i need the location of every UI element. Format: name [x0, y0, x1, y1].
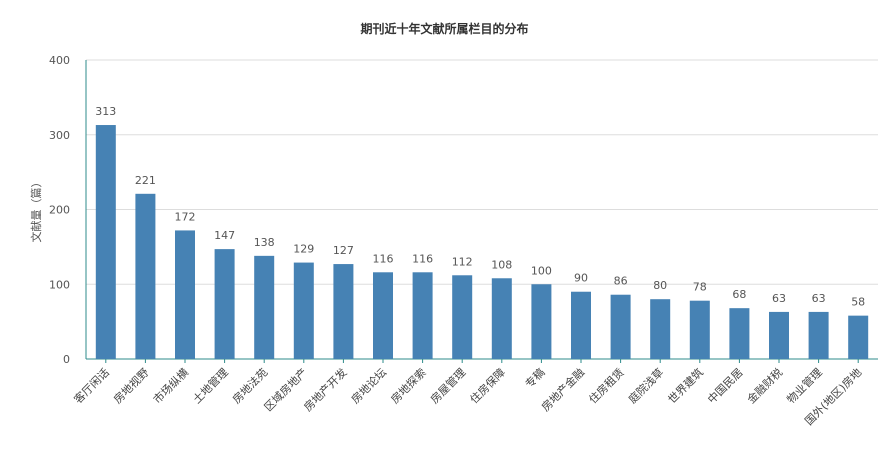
- bar: [452, 275, 473, 359]
- bar: [135, 193, 156, 359]
- x-tick-label: 住房租赁: [586, 365, 627, 406]
- data-label: 100: [531, 264, 552, 277]
- x-tick-label: 市场纵横: [150, 365, 191, 406]
- x-tick-label: 房地产开发: [301, 365, 350, 414]
- x-tick-label: 房地探索: [388, 365, 429, 406]
- data-label: 116: [412, 252, 433, 265]
- data-label: 221: [135, 174, 156, 187]
- data-label: 127: [333, 244, 354, 257]
- data-label: 58: [851, 296, 865, 309]
- bar: [848, 315, 869, 359]
- y-tick-label: 200: [49, 204, 70, 217]
- x-tick-label: 房地论坛: [348, 365, 389, 406]
- data-label: 80: [653, 279, 667, 292]
- data-label: 116: [373, 252, 394, 265]
- x-tick-label: 房地法苑: [229, 365, 270, 406]
- bar: [95, 125, 116, 359]
- bar: [729, 308, 750, 359]
- x-tick-label: 中国民居: [705, 366, 745, 406]
- data-label: 108: [491, 258, 512, 271]
- y-tick-label: 100: [49, 278, 70, 291]
- x-tick-label: 世界建筑: [665, 365, 706, 406]
- x-tick-label: 庭院浅草: [625, 365, 666, 406]
- data-label: 172: [175, 210, 196, 223]
- x-tick-label: 客厅闲话: [71, 365, 112, 406]
- bar: [373, 272, 393, 359]
- data-label: 112: [452, 255, 473, 268]
- bar: [293, 262, 314, 359]
- y-axis-title: 文献量（篇）: [29, 177, 43, 243]
- bar: [808, 311, 829, 359]
- bar: [254, 255, 275, 359]
- x-tick-label: 房屋管理: [427, 365, 468, 406]
- bar: [175, 230, 195, 359]
- data-label: 313: [95, 105, 116, 118]
- data-label: 129: [293, 243, 314, 256]
- bar: [214, 249, 235, 359]
- x-tick-label: 房地产金融: [538, 365, 587, 414]
- y-tick-label: 300: [49, 129, 70, 142]
- data-label: 147: [214, 229, 235, 242]
- data-label: 138: [254, 236, 275, 249]
- x-tick-label: 住房保障: [467, 365, 508, 406]
- x-tick-label: 房地视野: [111, 365, 152, 406]
- chart-title: 期刊近十年文献所属栏目的分布: [360, 22, 529, 36]
- x-tick-label: 专稿: [522, 365, 547, 390]
- x-tick-label: 金融财税: [744, 365, 785, 406]
- data-label: 78: [693, 281, 707, 294]
- bar: [491, 278, 512, 359]
- y-tick-label: 400: [49, 54, 70, 67]
- bar: [650, 299, 671, 359]
- bar: [571, 291, 591, 359]
- data-label: 86: [614, 275, 628, 288]
- y-tick-label: 0: [63, 353, 70, 366]
- bar: [689, 300, 710, 359]
- bar: [610, 294, 631, 359]
- x-tick-label: 物业管理: [784, 365, 825, 406]
- data-label: 63: [812, 292, 826, 305]
- data-label: 90: [574, 272, 588, 285]
- bar: [769, 311, 789, 359]
- bar: [531, 284, 552, 359]
- bar: [412, 272, 433, 359]
- data-label: 63: [772, 292, 786, 305]
- bar: [333, 264, 354, 359]
- x-tick-label: 土地管理: [190, 365, 231, 406]
- data-label: 68: [732, 288, 746, 301]
